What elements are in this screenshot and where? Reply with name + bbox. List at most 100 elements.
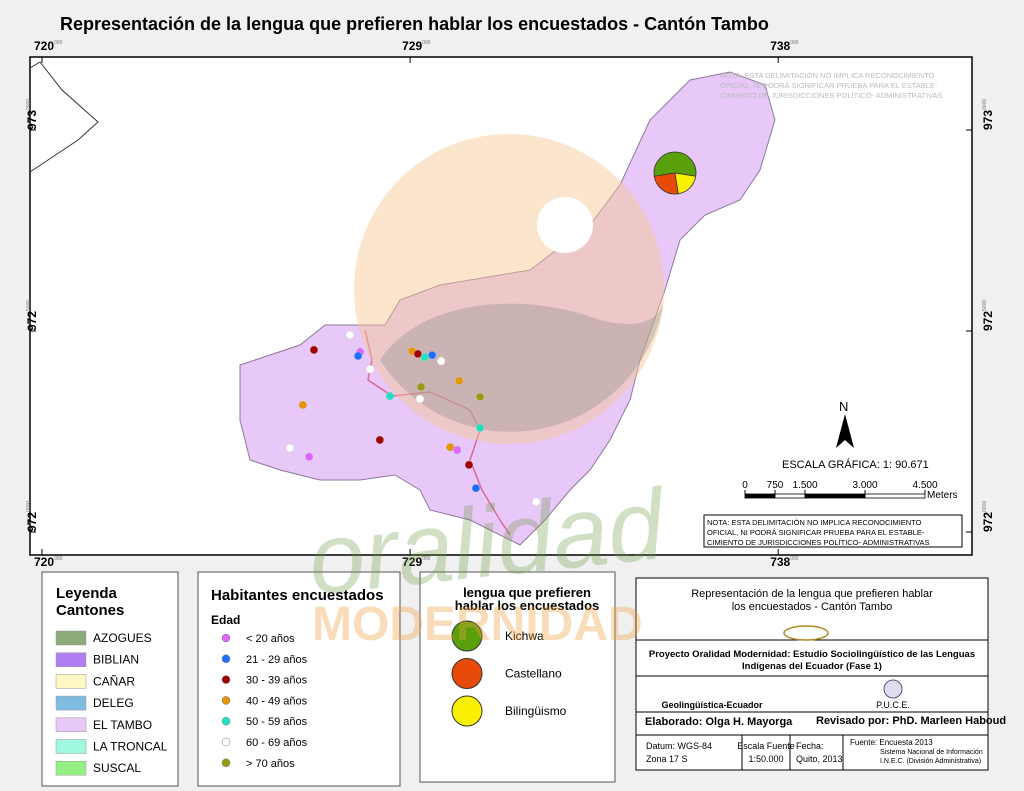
scale-segment [804,493,866,499]
legend-label: LA TRONCAL [93,740,168,754]
x-tick-sup: 000 [422,40,431,46]
legend-label: 60 - 69 años [246,737,308,749]
y-tick-main: 972 [981,311,995,331]
survey-point [464,460,474,470]
x-tick-main: 729 [402,39,422,53]
survey-point [475,392,485,402]
pie-slice [674,172,697,195]
x-tick-sup: 000 [54,556,63,562]
scale-segment [864,493,926,499]
survey-point [365,364,375,374]
legend-label: 40 - 49 años [246,695,308,707]
x-tick-sup: 000 [790,40,799,46]
x-tick-label: 720000 [34,39,63,53]
note-box [703,514,963,548]
survey-point [285,443,295,453]
legend-swatch [55,760,87,776]
north-arrow [836,414,854,448]
survey-point [304,452,314,462]
pie-slice [653,151,697,177]
source-scale: Escala Fuente [737,741,795,751]
legend-swatch [55,739,87,754]
y-tick-label: 9730000 [981,99,995,130]
legend-dot [221,633,231,643]
legend-dot [221,737,231,747]
logo-label: Geolingüística-Ecuador [661,700,763,710]
legend-swatch [55,630,87,646]
y-tick-label: 9720000 [981,501,995,532]
x-tick-main: 738 [770,39,790,53]
x-tick-label: 738000 [770,555,799,569]
scale-tick-label: 750 [767,480,784,491]
title-block [635,577,989,771]
survey-point [416,382,426,392]
y-tick-label: 9720000 [25,501,39,532]
legend-dot [221,696,231,705]
legend-swatch [55,674,87,689]
scale-segment [744,493,776,499]
reviewer: Revisado por: PhD. Marleen Haboud [816,715,1006,727]
legend-age-box [197,571,401,787]
source-scale: 1:50.000 [748,754,783,764]
y-tick-main: 972 [981,512,995,532]
y-tick-sup: 0000 [982,501,988,512]
y-tick-sup: 5000 [982,300,988,311]
y-tick-sup: 0000 [26,99,32,110]
x-tick-label: 720000 [34,555,63,569]
legend-dot [221,758,231,768]
x-tick-main: 738 [770,555,790,569]
legend-title: Leyenda [56,585,118,602]
legend-label: AZOGUES [93,631,152,645]
note-line: NOTA: ESTA DELIMITACIÓN NO IMPLICA RECON… [707,518,922,527]
logo-label: P.U.C.E. [876,700,910,710]
y-tick-main: 972 [25,512,39,532]
author: Elaborado: Olga H. Mayorga [645,716,793,728]
legend-title: Habitantes encuestados [211,587,384,604]
legend-circle [451,695,483,727]
survey-point [454,376,464,386]
legend-label: 30 - 39 años [246,675,308,687]
x-tick-label: 738000 [770,39,799,53]
watermark-modernidad: MODERNIDAD [312,598,643,651]
survey-point [475,423,485,433]
y-tick-main: 972 [25,311,39,331]
datum: Zona 17 S [646,754,688,764]
logo-hole [537,197,593,253]
legend-label: > 70 años [246,758,295,770]
legend-label: DELEG [93,696,134,710]
survey-point [353,351,363,361]
scale-tick-label: 0 [742,480,748,491]
date: Quito, 2013 [796,754,843,764]
x-tick-sup: 000 [54,40,63,46]
scale-tick-label: 3.000 [852,480,877,491]
legend-dot [221,675,231,684]
survey-point [452,445,462,455]
survey-point [436,356,446,366]
note-line-faded: CIMIENTO DE JURISDICCIONES POLÍTICO- ADM… [720,91,943,100]
logo [783,625,829,641]
legend-title: lengua que prefieren [463,585,591,600]
legend-circle [451,620,483,652]
legend-circle [451,658,483,689]
legend-swatch [55,695,87,711]
legend-swatch [55,652,87,667]
survey-point [531,497,541,507]
note-line: CIMIENTO DE JURISDICCIONES POLÍTICO- ADM… [707,538,930,547]
legend-label: 21 - 29 años [246,654,308,666]
scale-tick-label: 4.500 [912,480,937,491]
source: I.N.E.C. (División Administrativa) [880,758,981,765]
y-tick-main: 973 [25,110,39,130]
survey-point [375,435,385,445]
datum: Datum: WGS-84 [646,741,712,751]
scale-unit: Meters [927,490,958,501]
y-tick-sup: 0000 [26,501,32,512]
survey-point [345,330,355,340]
north-label: N [839,399,848,414]
legend-label: CAÑAR [93,674,135,688]
legend-dot [221,716,231,726]
survey-point [298,400,308,410]
survey-point [413,349,423,359]
legend-label: Kichwa [505,629,544,643]
y-tick-label: 9730000 [25,99,39,130]
